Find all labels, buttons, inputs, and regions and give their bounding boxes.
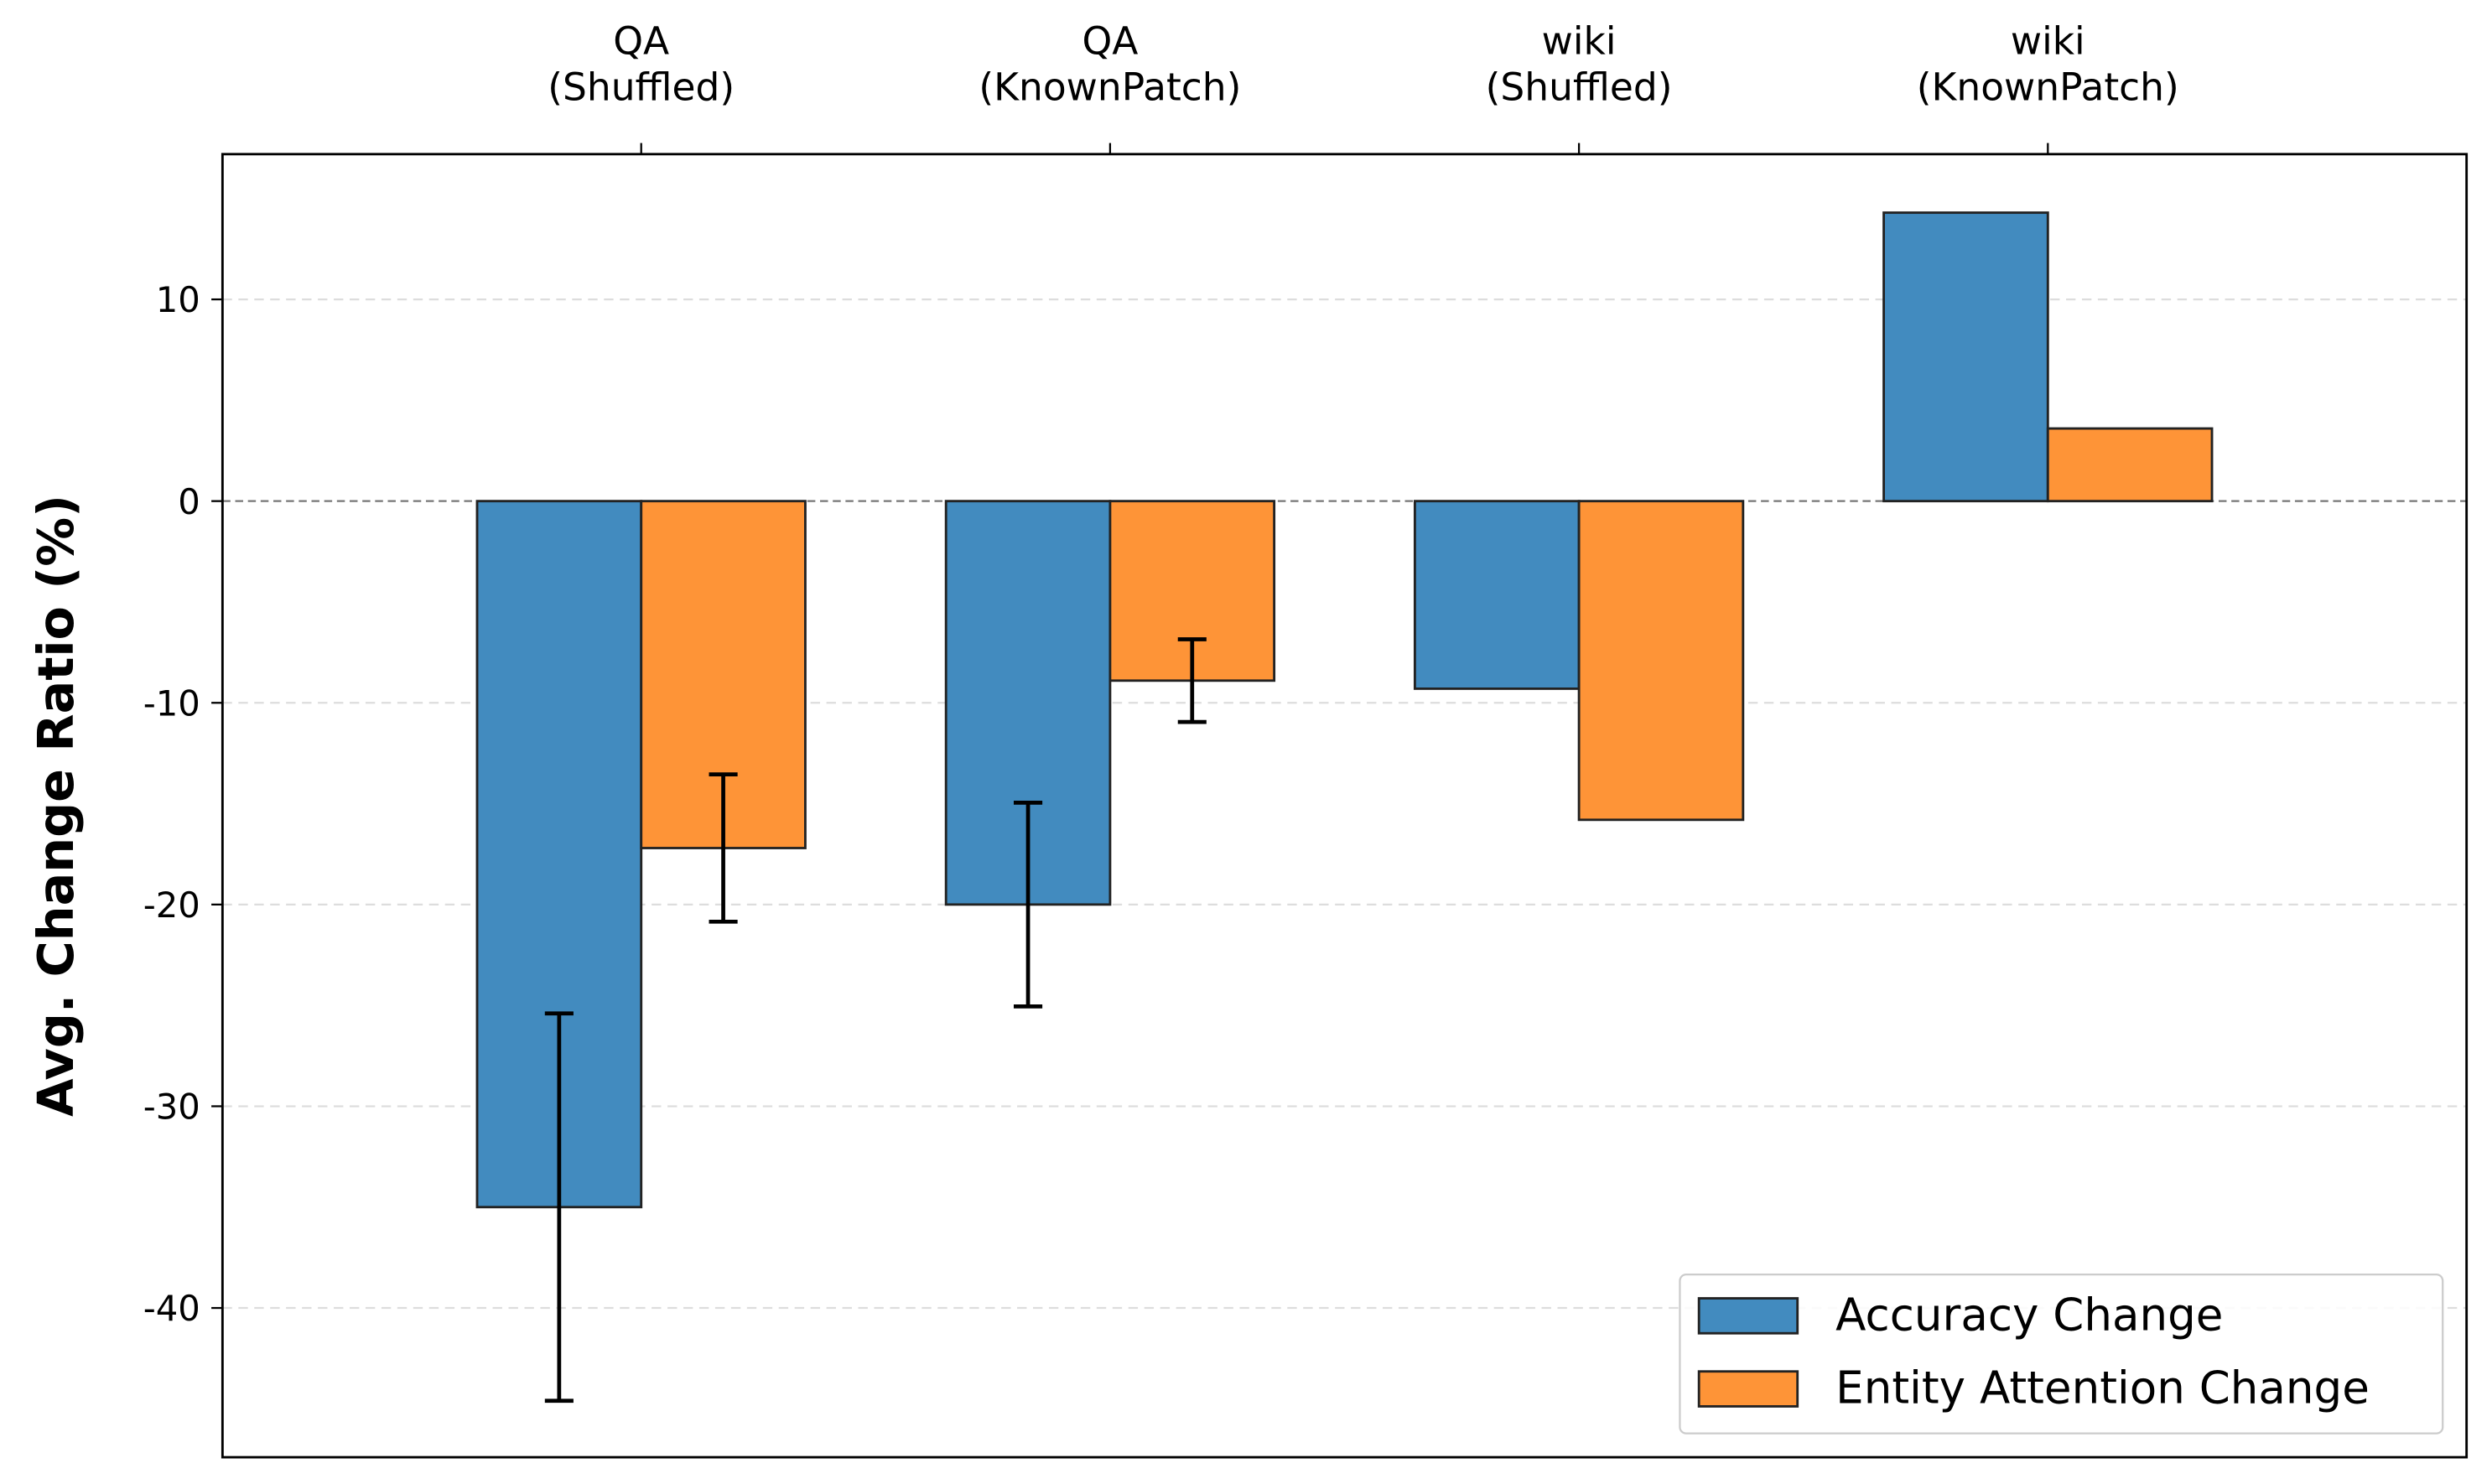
x-tick-label: QA (KnownPatch) [979, 18, 1242, 110]
y-tick-label: 0 [178, 481, 200, 522]
bar [1882, 211, 2049, 503]
legend-swatch [1697, 1297, 1799, 1335]
legend-swatch [1697, 1370, 1799, 1408]
y-tick-label: -10 [143, 682, 200, 724]
plot-frame [221, 153, 2469, 1459]
y-axis-label: Avg. Change Ratio (%) [27, 495, 85, 1117]
x-tick-label: wiki (KnownPatch) [1916, 18, 2179, 110]
bar [1577, 500, 1745, 822]
y-tick-label: -30 [143, 1087, 200, 1128]
legend-label: Entity Attention Change [1835, 1362, 2370, 1414]
bar [1413, 500, 1581, 690]
y-tick-label: -20 [143, 885, 200, 926]
x-tick-label: wiki (Shuffled) [1485, 18, 1673, 110]
y-tick-label: 10 [156, 279, 200, 320]
legend-label: Accuracy Change [1835, 1289, 2223, 1341]
legend-box [1679, 1273, 2444, 1435]
bar [2046, 427, 2214, 503]
y-tick-label: -40 [143, 1288, 200, 1329]
x-tick-label: QA (Shuffled) [548, 18, 735, 110]
